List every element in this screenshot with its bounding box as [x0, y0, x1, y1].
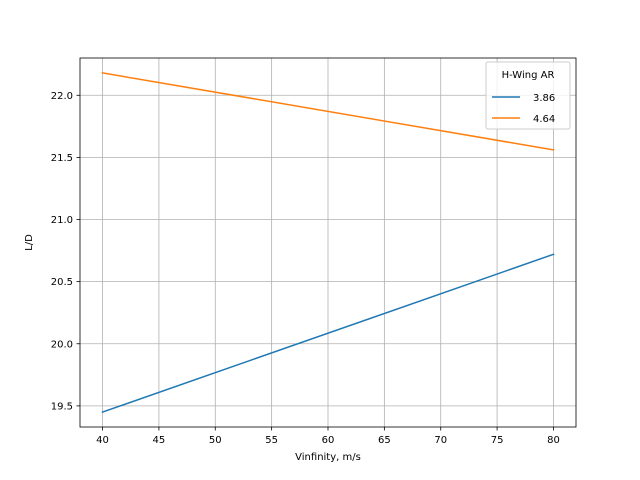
- x-tick-label: 65: [378, 435, 391, 446]
- legend: H-Wing AR 3.86 4.64: [485, 61, 571, 130]
- legend-label-0: 3.86: [533, 93, 555, 104]
- x-tick-label: 70: [434, 435, 447, 446]
- y-tick-label: 21.5: [51, 153, 73, 164]
- x-tick-label: 60: [322, 435, 335, 446]
- x-axis-ticks: 40 45 50 55 60 65 70 75 80: [96, 427, 560, 446]
- legend-items: 3.86 4.64: [492, 93, 555, 125]
- y-tick-label: 19.5: [51, 401, 73, 412]
- x-tick-label: 80: [547, 435, 560, 446]
- legend-box: [485, 61, 571, 130]
- series-lines: [101, 72, 555, 414]
- y-tick-label: 21.0: [51, 215, 73, 226]
- y-axis-ticks: 19.5 20.0 20.5 21.0 21.5 22.0: [51, 91, 80, 412]
- x-tick-label: 40: [96, 435, 109, 446]
- legend-label-1: 4.64: [533, 114, 555, 125]
- series-line-1: [101, 72, 555, 151]
- x-axis-label: Vinfinity, m/s: [295, 452, 361, 463]
- y-tick-label: 22.0: [51, 91, 73, 102]
- y-tick-label: 20.5: [51, 277, 73, 288]
- x-tick-label: 45: [153, 435, 166, 446]
- x-tick-label: 50: [209, 435, 222, 446]
- x-tick-label: 75: [491, 435, 504, 446]
- series-line-0: [101, 253, 555, 414]
- y-tick-label: 20.0: [51, 339, 73, 350]
- y-axis-label: L/D: [24, 234, 35, 251]
- legend-title: H-Wing AR: [502, 70, 555, 81]
- x-tick-label: 55: [265, 435, 278, 446]
